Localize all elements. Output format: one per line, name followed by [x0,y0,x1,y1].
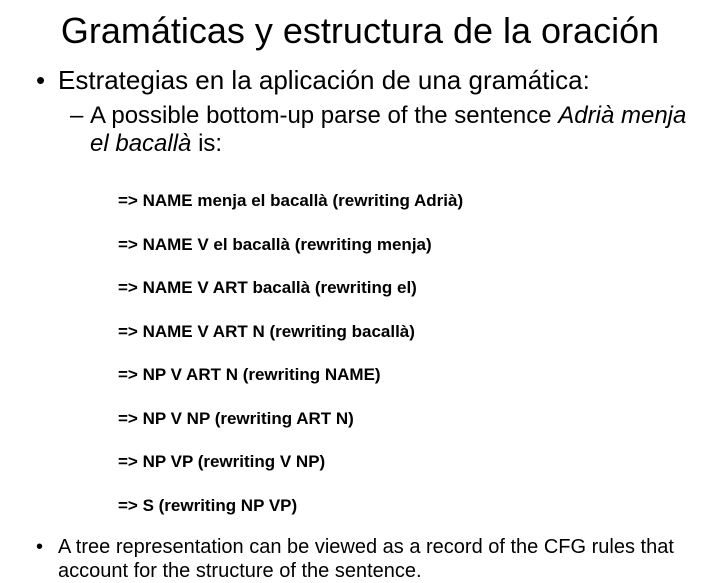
parse-line: => S (rewriting NP VP) [118,496,297,515]
parse-derivation-block: => NAME menja el bacallà (rewriting Adri… [30,169,690,517]
parse-line: => NP V ART N (rewriting NAME) [118,365,381,384]
parse-line: => NAME V ART bacallà (rewriting el) [118,278,417,297]
parse-line: => NP V NP (rewriting ART N) [118,409,354,428]
parse-line: => NAME V ART N (rewriting bacallà) [118,322,415,341]
sub-bullet-parse-intro: A possible bottom-up parse of the senten… [30,102,690,159]
slide-title: Gramáticas y estructura de la oración [30,10,690,51]
parse-line: => NP VP (rewriting V NP) [118,452,325,471]
parse-line: => NAME menja el bacallà (rewriting Adri… [118,191,463,210]
slide: Gramáticas y estructura de la oración Es… [0,0,720,540]
parse-intro-suffix: is: [191,130,222,157]
parse-line: => NAME V el bacallà (rewriting menja) [118,235,432,254]
bullet-strategies: Estrategias en la aplicación de una gram… [30,65,690,96]
bullet-tree-representation: A tree representation can be viewed as a… [30,535,690,583]
parse-intro-prefix: A possible bottom-up parse of the senten… [90,102,558,129]
